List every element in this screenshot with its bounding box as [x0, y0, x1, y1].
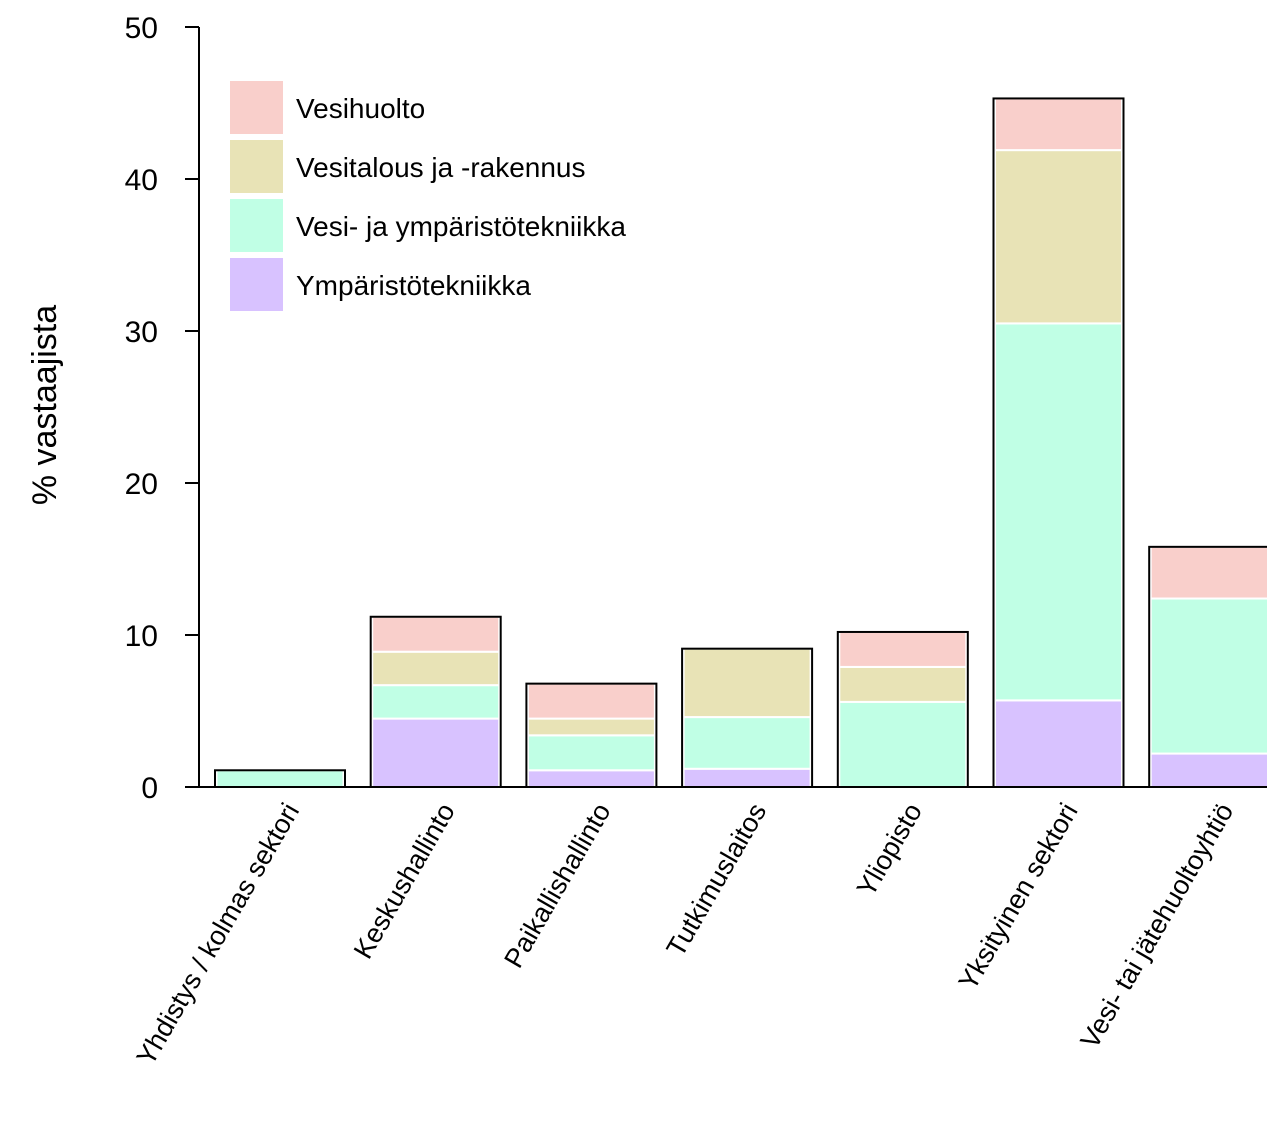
bar-segment-vesihuolto-6 — [1149, 545, 1267, 600]
y-tick-label: 10 — [125, 620, 158, 653]
y-tick-label: 0 — [141, 772, 158, 805]
x-tick-label: Vesi- tai jätehuoltoyhtiö — [1075, 798, 1240, 1053]
x-tick-label: Tutkimuslaitos — [661, 798, 773, 962]
legend-label-vesi-ja-ymparistotekniikka: Vesi- ja ympäristötekniikka — [296, 211, 626, 242]
x-tick-label: Yliopisto — [851, 798, 928, 901]
bar-segment-vesi-ja-ymparistotekniikka-6 — [1149, 597, 1267, 755]
x-tick-label: Keskushallinto — [348, 798, 461, 964]
bar-segment-ymparistotekniikka-6 — [1149, 752, 1267, 788]
y-axis-label: % vastaajista — [26, 305, 64, 505]
x-tick-label: Yksityinen sektori — [953, 798, 1084, 995]
y-tick-label: 50 — [125, 12, 158, 45]
bar-segment-vesitalous-ja-rakennus-2 — [526, 717, 656, 737]
legend-swatch-vesitalous-ja-rakennus — [228, 138, 285, 195]
bar-segment-vesi-ja-ymparistotekniikka-4 — [838, 700, 968, 789]
bar-segment-ymparistotekniikka-1 — [371, 717, 501, 788]
legend-swatch-ymparistotekniikka — [228, 256, 285, 313]
y-tick-label: 20 — [125, 468, 158, 501]
bars-layer — [214, 97, 1267, 789]
bar-segment-vesi-ja-ymparistotekniikka-0 — [215, 769, 345, 789]
bar-segment-vesitalous-ja-rakennus-1 — [371, 650, 501, 687]
y-tick-label: 40 — [125, 164, 158, 197]
bar-segment-vesi-ja-ymparistotekniikka-2 — [526, 734, 656, 772]
bar-segment-vesi-ja-ymparistotekniikka-3 — [682, 716, 812, 770]
x-tick-label: Paikallishallinto — [498, 798, 616, 973]
x-tick-label: Yhdistys / kolmas sektori — [131, 798, 306, 1070]
bar-segment-vesi-ja-ymparistotekniikka-1 — [371, 684, 501, 720]
bar-segment-vesi-ja-ymparistotekniikka-5 — [994, 322, 1123, 702]
bar-segment-vesihuolto-1 — [371, 615, 501, 653]
legend-label-vesihuolto: Vesihuolto — [296, 93, 425, 124]
bar-segment-ymparistotekniikka-3 — [682, 767, 812, 789]
bar-segment-vesitalous-ja-rakennus-5 — [994, 149, 1123, 325]
legend-swatch-vesihuolto — [228, 79, 285, 136]
y-tick-label: 30 — [125, 316, 158, 349]
bar-segment-ymparistotekniikka-2 — [526, 769, 656, 789]
bar-segment-vesitalous-ja-rakennus-4 — [838, 665, 968, 703]
legend: Vesihuolto Vesitalous ja -rakennus Vesi- j… — [228, 79, 626, 313]
bar-segment-ymparistotekniikka-5 — [994, 699, 1123, 788]
bar-segment-vesihuolto-2 — [526, 682, 656, 720]
bar-segment-vesihuolto-5 — [994, 97, 1123, 152]
legend-label-vesitalous-ja-rakennus: Vesitalous ja -rakennus — [296, 152, 586, 183]
legend-swatch-vesi-ja-ymparistotekniikka — [228, 197, 285, 254]
bar-segment-vesihuolto-4 — [838, 630, 968, 668]
bar-segment-vesitalous-ja-rakennus-3 — [682, 647, 812, 719]
legend-label-ymparistotekniikka: Ympäristötekniikka — [296, 270, 531, 301]
